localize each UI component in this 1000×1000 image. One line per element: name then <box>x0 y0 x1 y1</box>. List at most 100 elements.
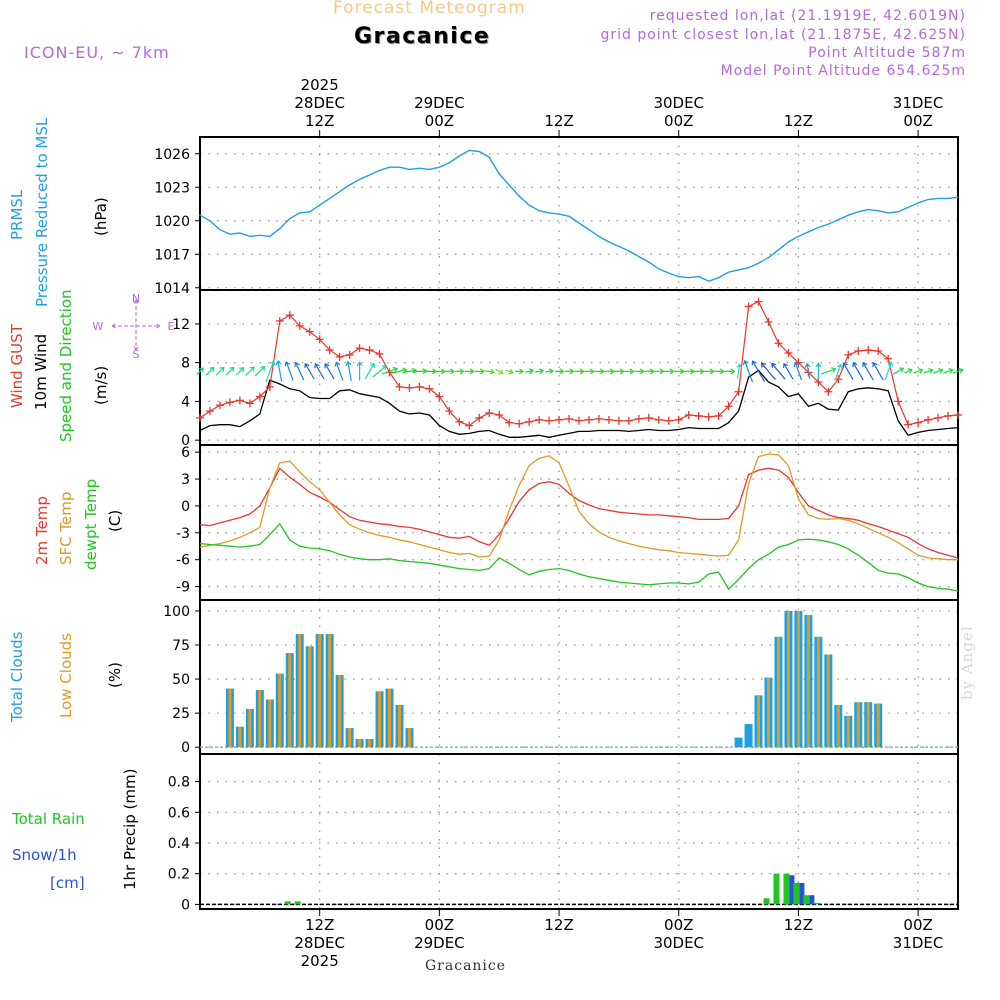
wind-direction-arrow <box>534 368 545 375</box>
wind-direction-arrow <box>564 368 575 375</box>
wind-direction-arrow <box>913 368 924 374</box>
temp-sfc-line <box>199 453 958 561</box>
pressure-point <box>349 184 351 186</box>
x-tick-label-bottom: 2025 <box>301 952 339 970</box>
wind-direction-arrow <box>555 368 565 375</box>
x-tick-label-top: 12Z <box>544 112 573 130</box>
wind-direction-arrow <box>933 368 944 374</box>
gust-marker <box>215 401 224 410</box>
x-tick-label-top: 28DEC <box>294 94 345 112</box>
pressure-point <box>568 215 570 217</box>
pressure-point <box>259 234 261 236</box>
y-tick-label: -9 <box>176 580 190 596</box>
total-cloud-bar <box>734 737 743 748</box>
snow-label: Snow/1h <box>12 846 77 864</box>
wind-rose-e: E <box>168 320 175 333</box>
pressure-point <box>418 167 421 169</box>
wind-direction-arrow <box>225 366 235 376</box>
y-tick-label: 0.4 <box>168 836 190 852</box>
pressure-point <box>957 196 959 198</box>
pressure-point <box>927 198 929 201</box>
gust-marker <box>864 346 873 355</box>
pressure-point <box>319 204 321 206</box>
wind-direction-arrow <box>842 362 854 380</box>
precip-title: 1hr Precip (mm) <box>121 769 139 890</box>
gust-marker <box>584 415 593 424</box>
gust-marker <box>425 384 434 393</box>
gust-marker <box>565 414 574 423</box>
gust-marker <box>604 415 613 424</box>
pressure-point <box>339 191 341 193</box>
x-tick-label-top: 2025 <box>301 76 339 94</box>
wind-direction-arrow <box>324 362 335 380</box>
gust-marker <box>694 411 703 420</box>
wind-direction-arrow <box>673 368 685 375</box>
pressure-point <box>209 220 211 222</box>
gust-marker <box>535 415 544 424</box>
y-tick-label: 1020 <box>154 214 190 230</box>
pressure-point <box>708 280 710 282</box>
wind-direction-arrow <box>545 368 554 375</box>
pressure-point <box>388 166 391 168</box>
low-cloud-bar <box>767 677 770 748</box>
pressure-point <box>329 197 331 200</box>
x-tick-label-bottom: 12Z <box>544 916 573 934</box>
wind-direction-arrow <box>614 368 625 375</box>
wind-direction-arrow <box>356 361 363 381</box>
wind-direction-arrow <box>634 368 645 375</box>
pressure-point <box>767 257 770 259</box>
wind-direction-arrow <box>484 368 495 375</box>
wind-direction-arrow <box>444 368 455 375</box>
pressure-point <box>299 212 301 214</box>
wind-direction-arrow <box>505 368 514 375</box>
gust-marker <box>515 419 524 428</box>
wind-direction-arrow <box>821 367 837 375</box>
low-cloud-bar <box>866 702 870 748</box>
pressure-point <box>508 184 510 186</box>
gust-marker <box>644 413 653 422</box>
x-tick-label-top: 00Z <box>903 112 932 130</box>
wind-label: 10m Wind <box>32 334 50 410</box>
wind-direction-arrow <box>654 368 665 375</box>
rain-bar <box>284 901 291 905</box>
gust-marker <box>674 415 683 424</box>
pressure-point <box>368 174 371 176</box>
y-tick-label: 12 <box>172 317 190 333</box>
snow-unit-label: [cm] <box>50 874 85 892</box>
y-tick-label: -3 <box>176 526 190 542</box>
temp-dewpt-label: dewpt Temp <box>82 479 100 570</box>
pressure-point <box>807 231 809 233</box>
wind-direction-arrow <box>760 362 776 380</box>
gust-marker <box>634 414 643 423</box>
pressure-point <box>648 261 650 263</box>
pressure-point <box>448 162 450 164</box>
wind-direction-arrow <box>892 367 905 375</box>
pressure-point <box>468 149 470 152</box>
gust-marker <box>575 416 583 425</box>
gust-marker <box>884 354 893 363</box>
wind-direction-arrow <box>703 368 715 375</box>
gust-marker <box>485 409 494 418</box>
wind-direction-arrow <box>644 368 655 375</box>
pressure-point <box>867 208 869 211</box>
gust-marker <box>894 397 903 406</box>
pressure-point <box>558 213 560 215</box>
pressure-label-2: Pressure Reduced to MSL <box>33 117 51 307</box>
pressure-point <box>757 262 760 264</box>
temp-2m-line <box>199 467 959 559</box>
panel-frame <box>199 753 959 910</box>
x-tick-label-top: 00Z <box>425 112 454 130</box>
wind-direction-arrow <box>314 363 325 380</box>
wind-direction-arrow <box>952 367 964 374</box>
gust-marker <box>505 418 514 427</box>
wind-rose-n: N <box>132 291 140 304</box>
pressure-point <box>269 235 271 237</box>
wind-gust-label: Wind GUST <box>8 323 26 408</box>
gust-marker <box>225 398 234 407</box>
low-cloud-bar <box>757 695 761 748</box>
y-tick-label: 3 <box>181 472 190 488</box>
gust-marker <box>944 411 953 420</box>
y-tick-label: 1017 <box>154 247 190 263</box>
y-tick-label: 0 <box>181 740 190 756</box>
wind-direction-arrow <box>751 360 766 383</box>
